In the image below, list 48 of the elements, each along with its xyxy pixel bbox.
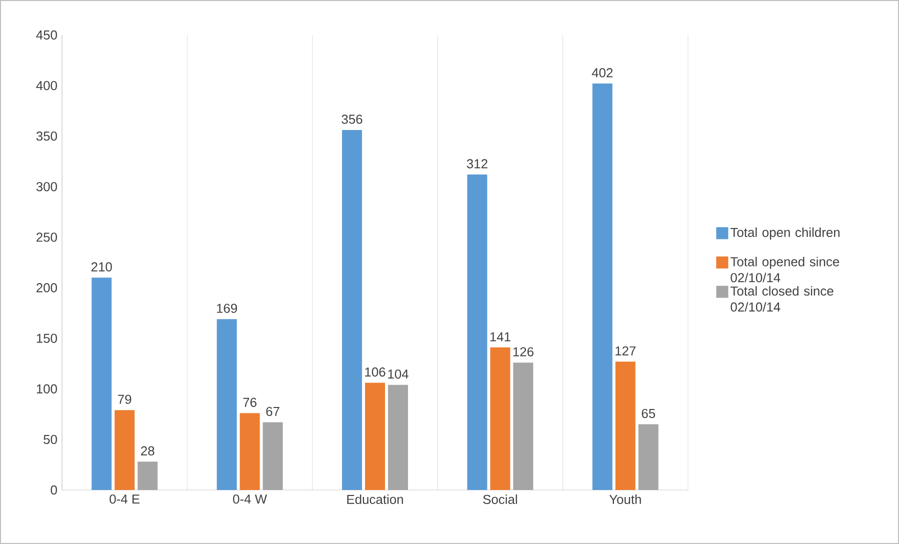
y-tick-label: 50 [44,434,57,444]
bar [513,362,534,490]
data-label: 126 [513,347,534,356]
y-tick-label: 250 [36,232,57,242]
data-label: 141 [490,332,510,342]
data-label: 67 [266,406,280,416]
bar [592,84,612,490]
bar [467,174,488,490]
data-label: 28 [141,446,154,456]
y-tick-label: 150 [36,334,57,343]
bar [615,362,636,490]
x-tick-label: Education [347,494,403,504]
data-label: 79 [118,394,132,404]
bar [490,347,510,490]
data-label: 402 [592,68,613,78]
x-tick-label: 0-4 W [233,494,268,504]
data-label: 210 [91,262,112,272]
x-tick-label: 0-4 E [110,494,140,504]
bar [92,278,112,490]
bar [138,462,158,490]
bar [216,319,237,490]
data-label: 65 [642,408,656,418]
legend-label: Total opened since 02/10/14 [730,256,840,282]
bar [262,422,283,490]
data-label: 356 [342,114,362,124]
legend-label: Total open children [730,228,840,240]
data-label: 76 [243,398,256,407]
y-tick-label: 0 [50,485,57,495]
data-label: 127 [616,346,636,356]
data-label: 169 [216,304,237,313]
bar [638,424,658,490]
bar [114,410,135,490]
bar [388,384,408,490]
y-tick-label: 200 [36,283,57,292]
data-label: 312 [466,159,488,168]
bar [342,130,362,490]
data-label: 104 [388,369,408,379]
data-label: 106 [365,367,386,377]
x-tick-label: Youth [609,494,641,504]
y-tick-label: 450 [36,30,57,40]
legend-label: Total closed since 02/10/14 [730,286,834,312]
bar [365,382,386,490]
y-tick-label: 100 [36,384,57,394]
y-tick-label: 350 [36,132,57,141]
x-tick-label: Social [483,494,517,504]
y-tick-label: 300 [36,182,57,192]
bar [240,413,260,490]
y-tick-label: 400 [36,80,57,90]
